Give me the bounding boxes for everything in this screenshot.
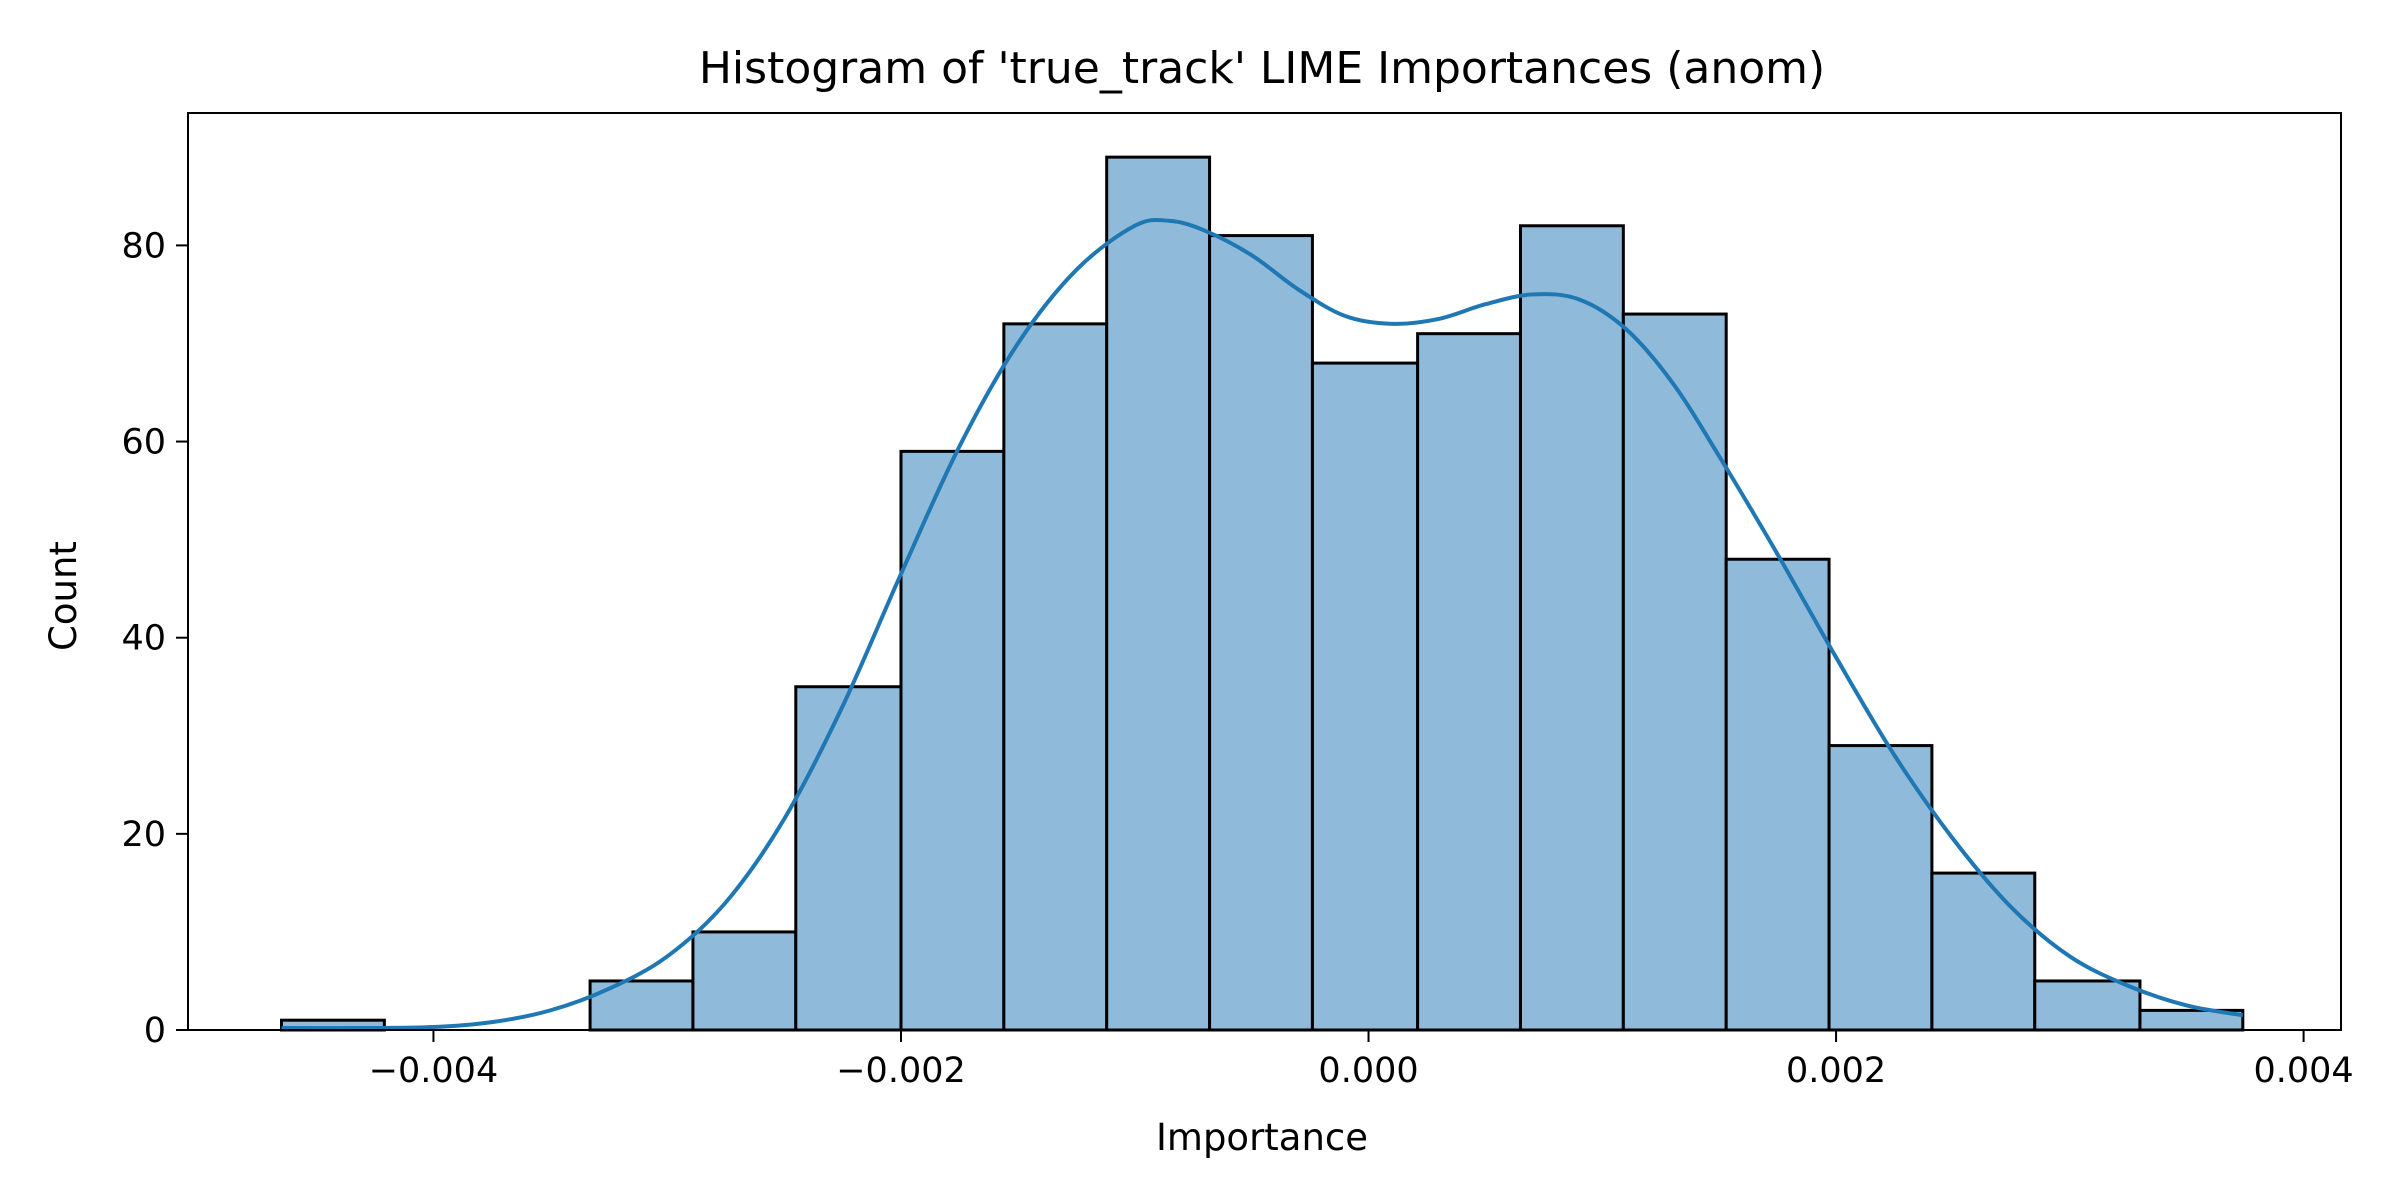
- histogram-bar: [1621, 312, 1728, 1032]
- y-tick-label: 20: [121, 815, 166, 855]
- histogram-bar: [1310, 361, 1420, 1032]
- histogram-bar: [794, 685, 903, 1032]
- x-tick-label: 0.004: [2253, 1051, 2353, 1091]
- x-axis: −0.004 −0.002 0.000 0.002 0.004: [369, 1030, 2354, 1091]
- x-tick-label: −0.002: [836, 1051, 966, 1091]
- histogram-bar: [1518, 224, 1625, 1032]
- y-tick-label: 60: [121, 423, 166, 463]
- x-axis-label: Importance: [1156, 1116, 1368, 1159]
- histogram-bars: [280, 155, 2245, 1032]
- y-tick-label: 0: [144, 1011, 166, 1051]
- x-tick-label: 0.000: [1318, 1051, 1418, 1091]
- histogram-bar: [2033, 979, 2142, 1032]
- y-axis: 0 20 40 60 80: [121, 226, 188, 1051]
- y-tick-label: 40: [121, 619, 166, 659]
- x-tick-label: −0.004: [369, 1051, 499, 1091]
- histogram-bar: [1208, 234, 1314, 1032]
- histogram-bar: [1930, 871, 2037, 1032]
- histogram-bar: [1105, 155, 1212, 1032]
- histogram-bar: [1416, 332, 1522, 1032]
- histogram-bar: [691, 930, 798, 1032]
- y-axis-label: Count: [42, 541, 85, 651]
- y-tick-label: 80: [121, 226, 166, 266]
- kde-curve: [281, 217, 2244, 1031]
- x-tick-label: 0.002: [1786, 1051, 1886, 1091]
- histogram-bar: [1724, 557, 1831, 1032]
- chart-title: Histogram of 'true_track' LIME Importanc…: [699, 43, 1825, 94]
- plot-frame: [187, 112, 2342, 1031]
- histogram-bar: [1002, 322, 1109, 1032]
